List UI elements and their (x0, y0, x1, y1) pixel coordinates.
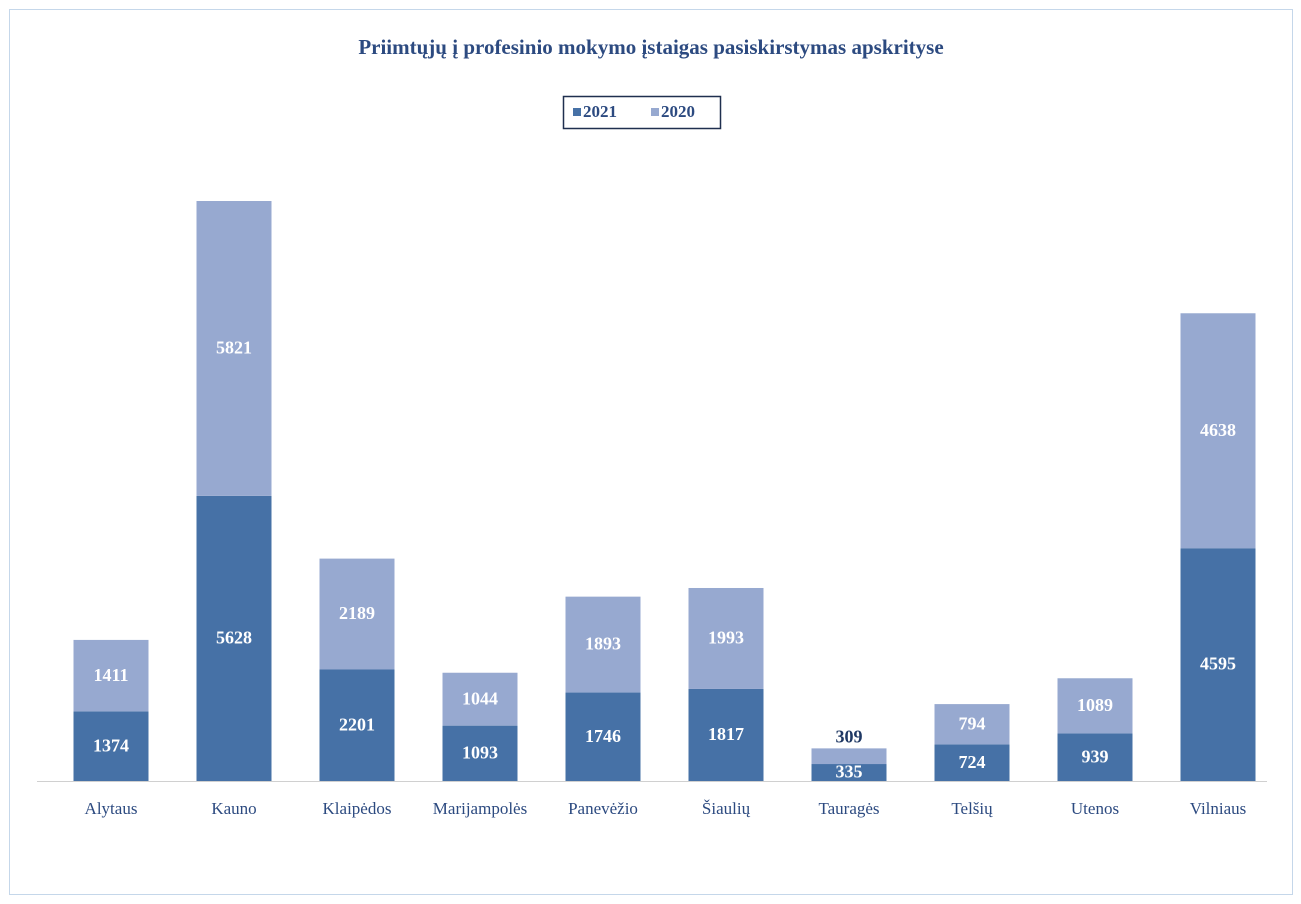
bar-segment (196, 495, 272, 781)
bar-segment (442, 725, 518, 781)
x-tick-label: Kauno (211, 799, 256, 818)
x-tick-label: Alytaus (85, 799, 138, 818)
bar-segment (688, 688, 764, 781)
legend-label: 2020 (661, 102, 695, 121)
bar-segment (1180, 313, 1256, 549)
legend-swatch (651, 108, 659, 116)
bar-segment (565, 692, 641, 781)
x-tick-label: Marijampolės (433, 799, 527, 818)
data-label: 1746 (585, 726, 621, 746)
data-label: 2189 (339, 603, 375, 623)
x-tick-label: Utenos (1071, 799, 1119, 818)
bar-segment (73, 711, 149, 781)
x-tick-label: Panevėžio (568, 799, 638, 818)
data-label: 1893 (585, 634, 621, 654)
bar-segment (565, 596, 641, 693)
bar-segment (934, 704, 1010, 745)
bar-segment (811, 748, 887, 765)
data-label: 2201 (339, 714, 375, 734)
data-label: 335 (836, 762, 863, 782)
data-label: 1044 (462, 688, 498, 708)
data-label: 1411 (93, 665, 128, 685)
x-tick-label: Vilniaus (1190, 799, 1247, 818)
data-label: 1093 (462, 742, 498, 762)
bar-segment (319, 558, 395, 670)
x-tick-label: Telšių (951, 799, 993, 818)
bar-segment (934, 744, 1010, 781)
legend-swatch (573, 108, 581, 116)
data-label: 724 (959, 752, 986, 772)
bar-segment (73, 639, 149, 712)
data-label: 1817 (708, 724, 744, 744)
bar-segment (811, 764, 887, 781)
x-tick-label: Tauragės (818, 799, 879, 818)
bar-segment (1057, 733, 1133, 781)
data-label: 5628 (216, 628, 252, 648)
data-label: 5821 (216, 338, 252, 358)
bar-segment (688, 587, 764, 689)
x-tick-label: Šiaulių (702, 799, 751, 818)
data-label: 939 (1082, 746, 1109, 766)
data-label: 309 (836, 727, 863, 747)
data-label: 1993 (708, 628, 744, 648)
data-label: 4595 (1200, 654, 1236, 674)
data-label: 1374 (93, 735, 129, 755)
x-tick-label: Klaipėdos (323, 799, 392, 818)
legend-label: 2021 (583, 102, 617, 121)
bar-segment (1057, 678, 1133, 734)
bar-segment (196, 201, 272, 496)
bar-segment (442, 672, 518, 726)
data-label: 4638 (1200, 420, 1236, 440)
bar-segment (319, 669, 395, 781)
bar-segment (1180, 548, 1256, 781)
legend-box (562, 95, 722, 130)
data-label: 794 (959, 713, 986, 733)
chart-title: Priimtųjų į profesinio mokymo įstaigas p… (358, 35, 943, 59)
data-label: 1089 (1077, 695, 1113, 715)
